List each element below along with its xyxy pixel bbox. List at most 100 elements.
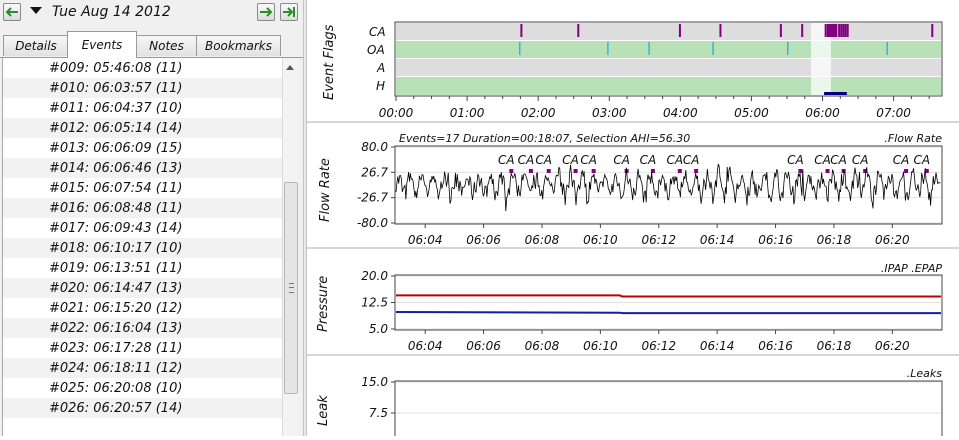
event-list-scrollbar[interactable] — [282, 58, 298, 436]
x-tick-label: 06:14 — [700, 339, 735, 353]
flow-rate-header: Events=17 Duration=00:18:07, Selection A… — [399, 132, 690, 145]
x-tick-label: 06:06 — [466, 233, 501, 247]
flag-mark-ca — [832, 24, 835, 37]
y-tick-label: 5.0 — [369, 322, 388, 336]
flag-mark-h — [831, 92, 837, 95]
flow-event-marker — [591, 169, 596, 173]
event-list-item[interactable]: #018: 06:10:17 (10) — [3, 238, 283, 258]
event-list-item[interactable]: #012: 06:05:14 (14) — [3, 118, 283, 138]
flag-label-oa: OA — [367, 43, 385, 57]
y-tick-label: 15.0 — [361, 375, 388, 389]
y-tick-label: 26.7 — [361, 165, 388, 179]
x-tick-label: 06:08 — [525, 233, 560, 247]
flag-mark-ca — [577, 24, 580, 37]
flow-event-marker — [904, 169, 909, 173]
x-tick-label: 06:10 — [583, 233, 618, 247]
event-list-item[interactable]: #020: 06:14:47 (13) — [3, 278, 283, 298]
flow-event-marker — [509, 169, 514, 173]
leak-legend: .Leaks — [907, 367, 943, 380]
scroll-up-arrow-icon[interactable] — [286, 65, 294, 70]
flag-label-h: H — [376, 79, 385, 93]
event-list-item[interactable]: #010: 06:03:57 (11) — [3, 78, 283, 98]
flag-mark-h — [841, 92, 847, 95]
jump-to-end-icon[interactable] — [280, 3, 298, 21]
event-list: #009: 05:46:08 (11) #010: 06:03:57 (11) #0… — [2, 58, 283, 436]
panel-splitter[interactable] — [303, 0, 307, 436]
flow-event-label-ca: CA — [852, 153, 869, 167]
tab-notes[interactable]: Notes — [136, 35, 197, 56]
event-list-item[interactable]: #022: 06:16:04 (13) — [3, 318, 283, 338]
event-list-item[interactable]: #014: 06:06:46 (13) — [3, 158, 283, 178]
pressure-graph[interactable]: Pressure .IPAP .EPAP 20.0 12.5 5.0 06:04 06… — [316, 262, 943, 353]
flag-mark-ca — [824, 24, 827, 37]
x-tick-label: 06:20 — [875, 339, 910, 353]
y-tick-label: 7.5 — [369, 406, 388, 420]
tab-bookmarks[interactable]: Bookmarks — [196, 35, 281, 56]
forward-arrow-icon[interactable] — [257, 3, 275, 21]
pressure-legend: .IPAP .EPAP — [881, 262, 943, 275]
flag-mark-ca — [835, 24, 838, 37]
event-list-item[interactable]: #021: 06:15:20 (12) — [49, 301, 183, 316]
flag-mark-h — [827, 92, 833, 95]
event-list-item[interactable]: #015: 06:07:54 (11) — [49, 181, 183, 196]
flag-label-ca: CA — [369, 25, 386, 39]
flow-event-label-ca: CA — [640, 153, 657, 167]
y-tick-label: 80.0 — [361, 140, 388, 154]
event-list-item[interactable]: #009: 05:46:08 (11) — [49, 61, 183, 76]
x-tick-label: 06:14 — [700, 233, 735, 247]
flag-mark-ca — [840, 24, 843, 37]
ipap-line — [396, 294, 941, 298]
flag-mark-ca — [828, 24, 831, 37]
flag-mark-ca — [520, 24, 523, 37]
flow-event-label-ca: CA — [498, 153, 515, 167]
flow-event-label-ca: CA — [518, 153, 535, 167]
x-tick-label: 06:04 — [408, 233, 443, 247]
scroll-thumb[interactable] — [284, 182, 298, 394]
event-list-item[interactable]: #023: 06:17:28 (11) — [49, 341, 183, 356]
flag-mark-oa — [607, 42, 609, 55]
leak-graph[interactable]: Leak .Leaks 15.0 7.5 — [316, 367, 943, 440]
flag-mark-oa — [518, 42, 521, 55]
flow-event-label-ca: CA — [613, 153, 630, 167]
x-tick-label: 06:12 — [641, 233, 676, 247]
event-flags-graph[interactable]: Event Flags CA OA A H 00:00 01:00 02:00 03:… — [322, 21, 943, 120]
flag-mark-ca — [719, 24, 722, 37]
flag-x-tick-label: 06:00 — [805, 106, 840, 120]
event-list-item[interactable]: #016: 06:08:48 (11) — [3, 198, 283, 218]
flow-event-marker — [825, 169, 830, 173]
tab-details[interactable]: Details — [3, 35, 69, 56]
event-list-item[interactable]: #019: 06:13:51 (11) — [49, 261, 183, 276]
flag-mark-ca — [833, 24, 836, 37]
flow-event-marker — [546, 169, 551, 173]
x-tick-label: 06:16 — [758, 339, 793, 353]
y-tick-label: -80.0 — [357, 216, 388, 230]
y-tick-label: 20.0 — [361, 269, 388, 283]
flow-event-label-ca: CA — [787, 153, 804, 167]
event-list-item[interactable]: #024: 06:18:11 (12) — [3, 358, 283, 378]
flag-mark-ca — [829, 24, 832, 37]
scroll-grip-icon — [289, 283, 294, 293]
flow-rate-graph[interactable]: Flow Rate Events=17 Duration=00:18:07, S… — [318, 132, 959, 247]
flag-mark-h — [834, 92, 840, 95]
flag-row-h — [396, 77, 941, 95]
flag-mark-ca — [826, 24, 829, 37]
flag-mark-ca — [846, 24, 849, 37]
event-list-item[interactable]: #013: 06:06:09 (15) — [49, 141, 183, 156]
event-list-item[interactable]: #011: 06:04:37 (10) — [49, 101, 183, 116]
event-list-item[interactable]: #026: 06:20:57 (14) — [3, 398, 283, 418]
date-navigation-bar: Tue Aug 14 2012 — [0, 0, 303, 30]
event-list-item[interactable]: #017: 06:09:43 (14) — [49, 221, 183, 236]
back-arrow-icon[interactable] — [3, 3, 21, 21]
graph-area: Event Flags CA OA A H 00:00 01:00 02:00 03:… — [307, 0, 959, 440]
date-dropdown-arrow-icon[interactable] — [30, 7, 42, 14]
event-list-item[interactable]: #025: 06:20:08 (10) — [49, 381, 183, 396]
date-label[interactable]: Tue Aug 14 2012 — [52, 4, 171, 20]
tab-events[interactable]: Events — [67, 31, 137, 58]
flow-event-marker — [694, 169, 699, 173]
flow-rate-ylabel: Flow Rate — [318, 158, 333, 222]
x-tick-label: 06:16 — [758, 233, 793, 247]
flag-mark-oa — [786, 42, 789, 55]
flag-x-tick-label: 07:00 — [876, 106, 911, 120]
y-tick-label: -26.7 — [357, 191, 388, 205]
flow-event-marker — [841, 169, 846, 173]
